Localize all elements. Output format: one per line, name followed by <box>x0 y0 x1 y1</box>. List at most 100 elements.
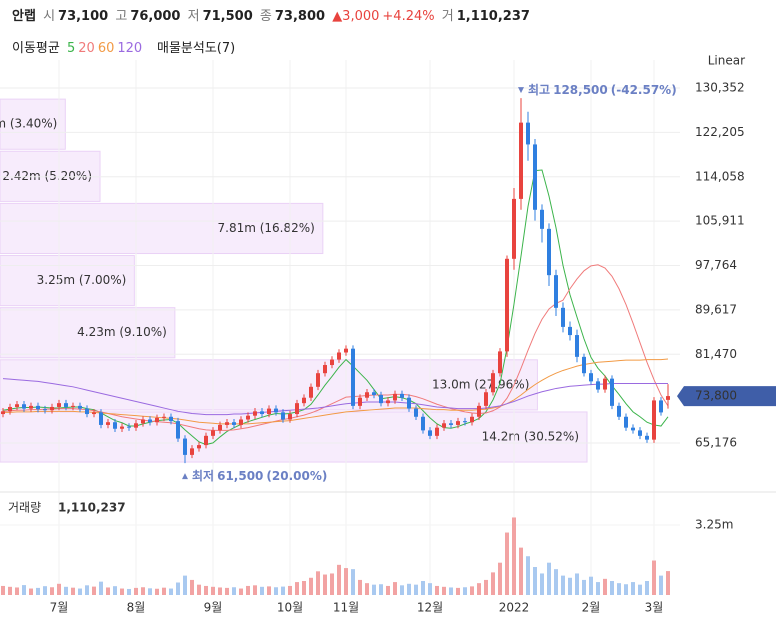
profile-bar <box>0 202 324 255</box>
candle-body <box>8 406 12 412</box>
candle-body <box>575 335 579 357</box>
volume-bar <box>162 587 166 595</box>
volume-bar <box>456 587 460 595</box>
volume-bar <box>477 583 481 595</box>
candle-body <box>211 430 215 436</box>
volume-bar <box>127 588 131 595</box>
candle-body <box>183 438 187 455</box>
y-tick-label: 114,058 <box>695 169 745 183</box>
marker-note: (-42.57%) <box>611 83 677 97</box>
volume-bar <box>1 585 5 595</box>
candle-body <box>652 400 656 440</box>
volume-bar <box>533 567 537 595</box>
indicator-bar: 이동평균 5 20 60 120 <box>12 37 145 56</box>
volume-bar <box>281 586 285 595</box>
volume-bar <box>225 587 229 595</box>
volume-bar <box>190 579 194 595</box>
candle-body <box>15 404 19 407</box>
marker-arrow <box>182 473 188 480</box>
candle-body <box>442 423 446 428</box>
candle-body <box>1 411 5 415</box>
candle-body <box>29 405 33 409</box>
volume-bar <box>134 587 138 595</box>
candle-body <box>225 422 229 425</box>
candle-body <box>526 122 530 145</box>
volume-bar <box>582 579 586 595</box>
candle-body <box>155 417 159 423</box>
ma-legend: 20 <box>78 41 95 56</box>
candle-body <box>127 426 131 428</box>
ma-label: 이동평균 <box>12 41 60 56</box>
profile-label: 2.42m (5.20%) <box>2 169 92 183</box>
quote-header: 안랩 시 73,100 고 76,000 저 71,500 종 73,800 ▲3,00… <box>12 5 533 24</box>
volume-bar <box>351 569 355 595</box>
candle-body <box>379 394 383 404</box>
marker-label: 128,500 <box>553 83 608 97</box>
candle-body <box>302 397 306 404</box>
candle-body <box>288 414 292 420</box>
x-tick-label: 12월 <box>417 601 443 615</box>
volume-bar <box>610 581 614 595</box>
candle-body <box>631 427 635 431</box>
profile-bar <box>0 359 538 411</box>
volume-last: 1,110,237 <box>58 501 126 515</box>
candle-body <box>64 403 68 407</box>
candle-body <box>148 419 152 423</box>
label: 시 <box>43 9 56 24</box>
candle-body <box>582 356 586 374</box>
volume-bar <box>267 586 271 595</box>
candle-body <box>141 419 145 424</box>
volume-bar <box>379 584 383 595</box>
candle-body <box>218 424 222 431</box>
candle-body <box>197 445 201 449</box>
x-tick-label: 3월 <box>645 601 664 615</box>
volume-bar <box>603 578 607 595</box>
volume-bar <box>15 587 19 595</box>
volume-bar <box>253 585 257 595</box>
volume-bar <box>589 576 593 595</box>
candle-body <box>568 326 572 336</box>
volume-bar <box>64 586 68 595</box>
volume-bar <box>78 588 82 595</box>
candle-body <box>120 426 124 429</box>
value: 1,110,237 <box>456 9 530 24</box>
volume-bar <box>561 575 565 595</box>
volume-bar <box>526 556 530 595</box>
candle-body <box>589 373 593 382</box>
candle-body <box>85 408 89 415</box>
candle-body <box>519 122 523 199</box>
profile-toggle[interactable]: 매물분석도(7) <box>157 41 236 56</box>
volume-bar <box>43 586 47 595</box>
volume-bar <box>596 582 600 595</box>
candle-body <box>92 412 96 415</box>
candle-body <box>596 381 600 390</box>
candle-body <box>351 348 355 406</box>
candle-body <box>50 406 54 411</box>
candle-body <box>295 403 299 415</box>
candle-body <box>253 411 257 416</box>
label: 저 <box>187 9 200 24</box>
candle-body <box>99 412 103 425</box>
volume-bar <box>421 581 425 595</box>
volume-bar <box>428 583 432 595</box>
y-tick-label: 81,470 <box>695 347 737 361</box>
volume-bar <box>519 547 523 595</box>
volume-bar <box>652 560 656 595</box>
label: 종 <box>259 9 272 24</box>
profile-bar <box>0 307 176 359</box>
marker-note: (20.00%) <box>266 469 327 483</box>
stock-name: 안랩 <box>12 9 36 24</box>
y-tick-label: 3.25m <box>695 518 733 532</box>
value: 73,100 <box>58 9 109 24</box>
candle-body <box>505 258 509 352</box>
candle-body <box>617 405 621 417</box>
volume-bar <box>155 588 159 595</box>
volume-bar <box>400 585 404 595</box>
value: 71,500 <box>202 9 253 24</box>
candle-body <box>498 351 502 374</box>
candle-body <box>470 416 474 423</box>
candle-body <box>113 422 117 429</box>
candle-body <box>106 422 110 425</box>
ma-legend: 60 <box>97 41 115 56</box>
